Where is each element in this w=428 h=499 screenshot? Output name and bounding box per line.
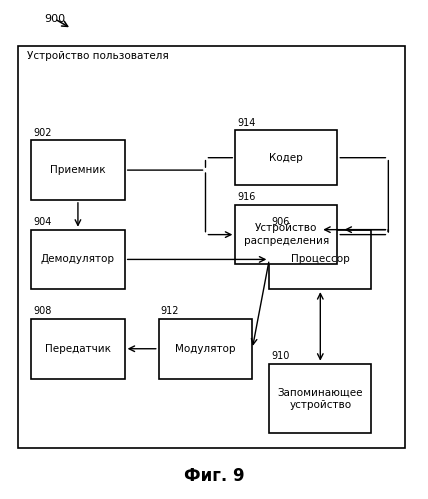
Text: Устройство
распределения: Устройство распределения — [244, 224, 329, 246]
Text: 914: 914 — [238, 118, 256, 128]
Text: Фиг. 9: Фиг. 9 — [184, 467, 244, 485]
Text: Кодер: Кодер — [269, 153, 303, 163]
Text: Запоминающее
устройство: Запоминающее устройство — [277, 387, 363, 410]
Text: Модулятор: Модулятор — [175, 344, 236, 354]
FancyBboxPatch shape — [31, 140, 125, 200]
Text: 906: 906 — [271, 217, 290, 227]
FancyBboxPatch shape — [269, 230, 372, 289]
Text: 916: 916 — [238, 192, 256, 203]
Text: Передатчик: Передатчик — [45, 344, 111, 354]
Text: Демодулятор: Демодулятор — [41, 254, 115, 264]
FancyBboxPatch shape — [18, 46, 405, 448]
FancyBboxPatch shape — [31, 230, 125, 289]
Text: 908: 908 — [33, 306, 52, 316]
Text: Приемник: Приемник — [50, 165, 106, 175]
Text: 910: 910 — [271, 351, 290, 361]
FancyBboxPatch shape — [31, 319, 125, 379]
FancyBboxPatch shape — [159, 319, 252, 379]
Text: 902: 902 — [33, 128, 52, 138]
Text: 904: 904 — [33, 217, 52, 227]
Text: 900: 900 — [44, 14, 65, 24]
FancyBboxPatch shape — [235, 205, 337, 264]
Text: Процессор: Процессор — [291, 254, 350, 264]
Text: Устройство пользователя: Устройство пользователя — [27, 51, 169, 61]
Text: 912: 912 — [161, 306, 179, 316]
FancyBboxPatch shape — [235, 130, 337, 185]
FancyBboxPatch shape — [269, 364, 372, 433]
